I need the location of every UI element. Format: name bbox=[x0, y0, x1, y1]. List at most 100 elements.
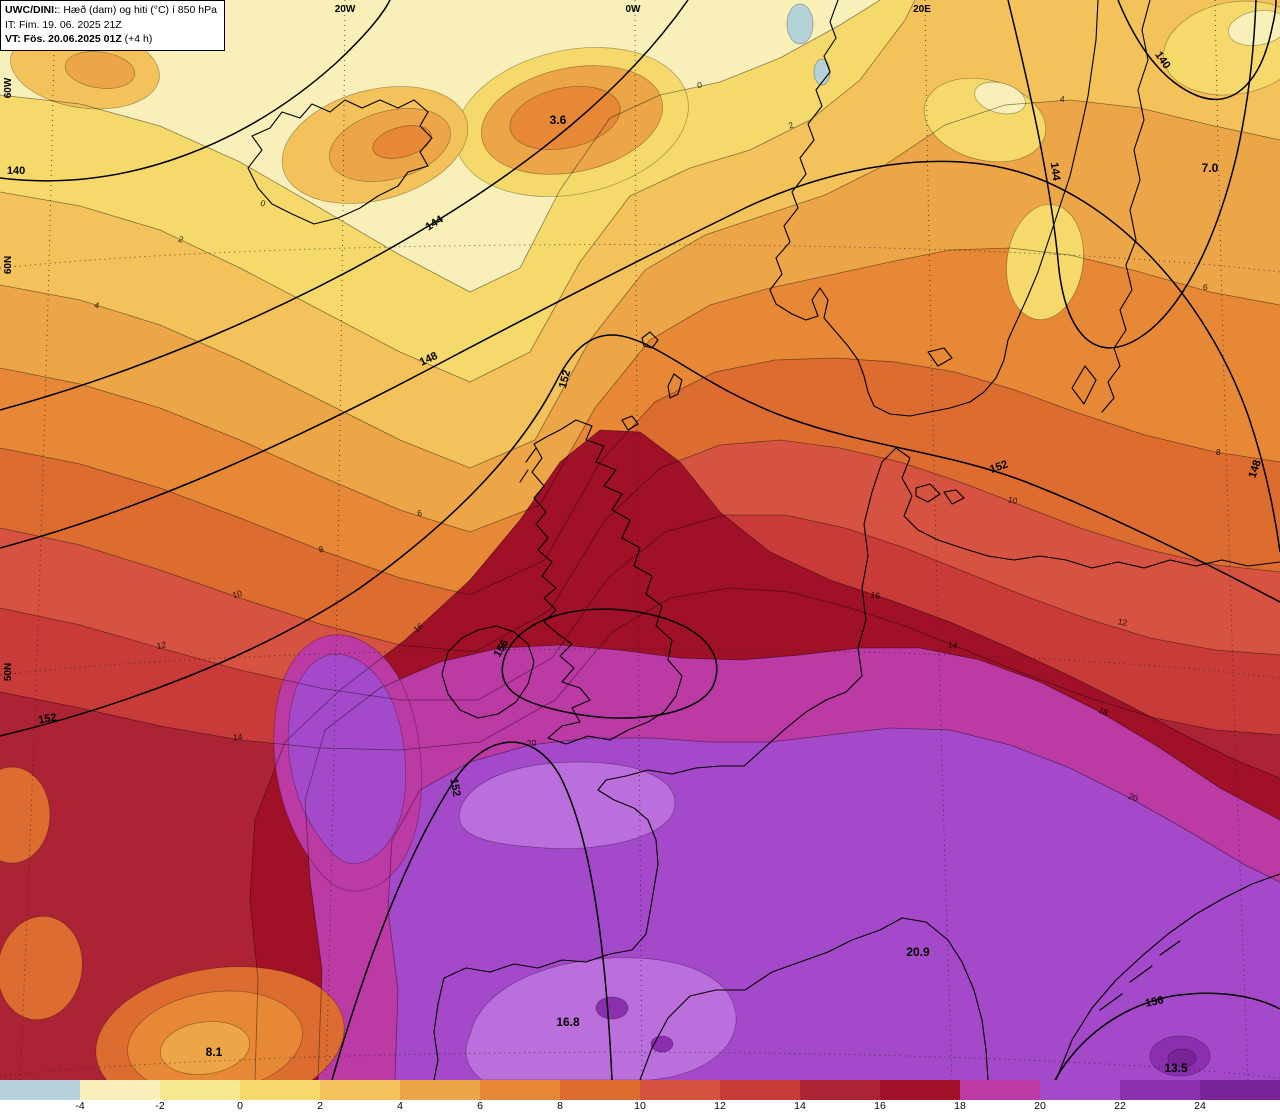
colorbar-segment bbox=[160, 1080, 240, 1100]
gotland-coast bbox=[1071, 365, 1097, 405]
model-label: UWC/DINI: bbox=[5, 4, 58, 16]
colorbar-tick: -2 bbox=[155, 1100, 165, 1112]
map-label-coord: 20E bbox=[913, 4, 931, 15]
colorbar-segment bbox=[720, 1080, 800, 1100]
isotherm bbox=[0, 0, 881, 293]
colorbar-tick: 24 bbox=[1194, 1100, 1206, 1112]
map-label-iso: 16 bbox=[870, 589, 881, 600]
colorbar-segment bbox=[640, 1080, 720, 1100]
colorbar-ticks: -4 -2 0 2 4 6 8 10 12 14 16 18 20 22 24 bbox=[0, 1100, 1280, 1115]
france-iberia-coast bbox=[443, 765, 745, 979]
spain-med-coast bbox=[639, 917, 989, 1080]
product-title: : Hæð (dam) og hiti (°C) í 850 hPa bbox=[57, 4, 217, 16]
faroe-coast bbox=[641, 331, 659, 349]
britain-coast bbox=[531, 419, 683, 745]
map-label-extrema: 7.0 bbox=[1202, 161, 1219, 175]
left-cool-patch2 bbox=[0, 915, 83, 1021]
adriatic-islands bbox=[1099, 940, 1181, 1011]
map-label-extrema: 3.6 bbox=[550, 113, 567, 127]
map-label-iso: 6 bbox=[417, 508, 423, 519]
cold-spot-blue2 bbox=[813, 58, 831, 86]
colorbar-segment bbox=[800, 1080, 880, 1100]
colorbar-tick: 16 bbox=[874, 1100, 886, 1112]
map-label-iso: 18 bbox=[497, 642, 507, 652]
colorbar-segment bbox=[240, 1080, 320, 1100]
colorbar-tick: 2 bbox=[317, 1100, 323, 1112]
colorbar-tick: 14 bbox=[794, 1100, 806, 1112]
isotherm bbox=[249, 429, 1280, 1080]
scandi-cold-core bbox=[974, 81, 1026, 115]
map-label-contour: 148 bbox=[1247, 458, 1264, 479]
vanern-lake bbox=[927, 347, 953, 367]
height-contour-144b bbox=[1007, 0, 1257, 349]
title-line: UWC/DINI:: Hæð (dam) og hiti (°C) í 850 … bbox=[5, 3, 217, 18]
warm-tongue bbox=[287, 654, 407, 864]
hebrides-coast bbox=[519, 447, 537, 483]
map-label-iso: 8 bbox=[1215, 447, 1221, 457]
map-label-iso: 4 bbox=[1059, 94, 1065, 104]
continental-coast bbox=[743, 447, 1280, 767]
valid-offset: (+4 h) bbox=[121, 33, 153, 46]
meridian-line bbox=[1214, 0, 1249, 1080]
isotherm bbox=[0, 0, 916, 383]
isotherm bbox=[0, 247, 1280, 533]
weather-map: UWC/DINI:: Hæð (dam) og hiti (°C) í 850 … bbox=[0, 0, 1280, 1080]
meridian-line bbox=[634, 0, 643, 1080]
height-contour-156 bbox=[501, 608, 718, 719]
map-label-iso: 2 bbox=[177, 234, 185, 245]
map-label-extrema: 8.1 bbox=[206, 1045, 223, 1059]
ireland-coast bbox=[441, 625, 535, 719]
height-contour-140 bbox=[0, 0, 391, 182]
parallel-line bbox=[0, 648, 1280, 679]
map-label-coord: 0W bbox=[626, 4, 642, 15]
isotherm bbox=[0, 439, 1280, 653]
map-label-iso: 12 bbox=[1117, 616, 1128, 628]
colorbar-tick: 12 bbox=[714, 1100, 726, 1112]
parallel-line bbox=[0, 243, 1280, 273]
map-label-iso: 20 bbox=[1127, 791, 1140, 804]
colorbar-tick: 20 bbox=[1034, 1100, 1046, 1112]
map-label-contour: 156 bbox=[1144, 994, 1164, 1010]
map-label-iso: 18 bbox=[1097, 705, 1110, 718]
hot-spot3-core bbox=[1167, 1048, 1197, 1068]
left-cool-patch1 bbox=[0, 766, 51, 864]
map-label-iso: 20 bbox=[527, 738, 538, 749]
orkney-coast bbox=[621, 415, 639, 431]
height-contour-148 bbox=[0, 160, 1280, 553]
map-label-iso: 14 bbox=[233, 732, 244, 743]
colorbar-segments bbox=[0, 1080, 1280, 1100]
colorbar-tick: 10 bbox=[634, 1100, 646, 1112]
height-contour-156b bbox=[1054, 992, 1280, 1080]
colorbar-segment bbox=[1120, 1080, 1200, 1100]
map-label-contour: 140 bbox=[7, 165, 25, 177]
height-contours bbox=[0, 0, 1280, 1080]
map-label-iso: 0 bbox=[259, 198, 267, 209]
corner-warm-patch2 bbox=[64, 51, 136, 89]
map-label-iso: 12 bbox=[156, 639, 168, 651]
height-contour-152b bbox=[331, 741, 613, 1080]
meridian-line bbox=[924, 0, 953, 1080]
map-label-coord: 60N bbox=[3, 256, 14, 274]
colorbar-tick: 18 bbox=[954, 1100, 966, 1112]
isotherm bbox=[0, 587, 1280, 751]
isotherm bbox=[0, 99, 1280, 469]
map-label-coord: 20W bbox=[335, 4, 356, 15]
meridian-line bbox=[19, 0, 56, 1080]
map-label-coord: 50N bbox=[3, 663, 14, 681]
colorbar-tick: 4 bbox=[397, 1100, 403, 1112]
portugal-coast bbox=[433, 977, 445, 1080]
colorbar-segment bbox=[960, 1080, 1040, 1100]
valid-time: VT: Fös. 20.06.2025 01Z bbox=[5, 33, 122, 46]
map-svg: 20W 0W 20E60W60N50N14014414815215215215215… bbox=[0, 0, 1280, 1080]
init-time: IT: Fim. 19. 06. 2025 21Z bbox=[5, 18, 122, 31]
hot-spot1 bbox=[595, 996, 629, 1020]
map-label-extrema: 16.8 bbox=[556, 1015, 580, 1029]
sw-cool-core bbox=[159, 1021, 251, 1075]
isotherm bbox=[0, 357, 1280, 596]
map-label-contour: 152 bbox=[557, 369, 573, 390]
map-labels: 20W 0W 20E60W60N50N14014414815215215215215… bbox=[3, 4, 1264, 1075]
height-contour-152 bbox=[0, 334, 1280, 737]
map-label-contour: 152 bbox=[37, 712, 57, 727]
colorbar-tick: 0 bbox=[237, 1100, 243, 1112]
map-label-contour: 152 bbox=[447, 777, 462, 797]
